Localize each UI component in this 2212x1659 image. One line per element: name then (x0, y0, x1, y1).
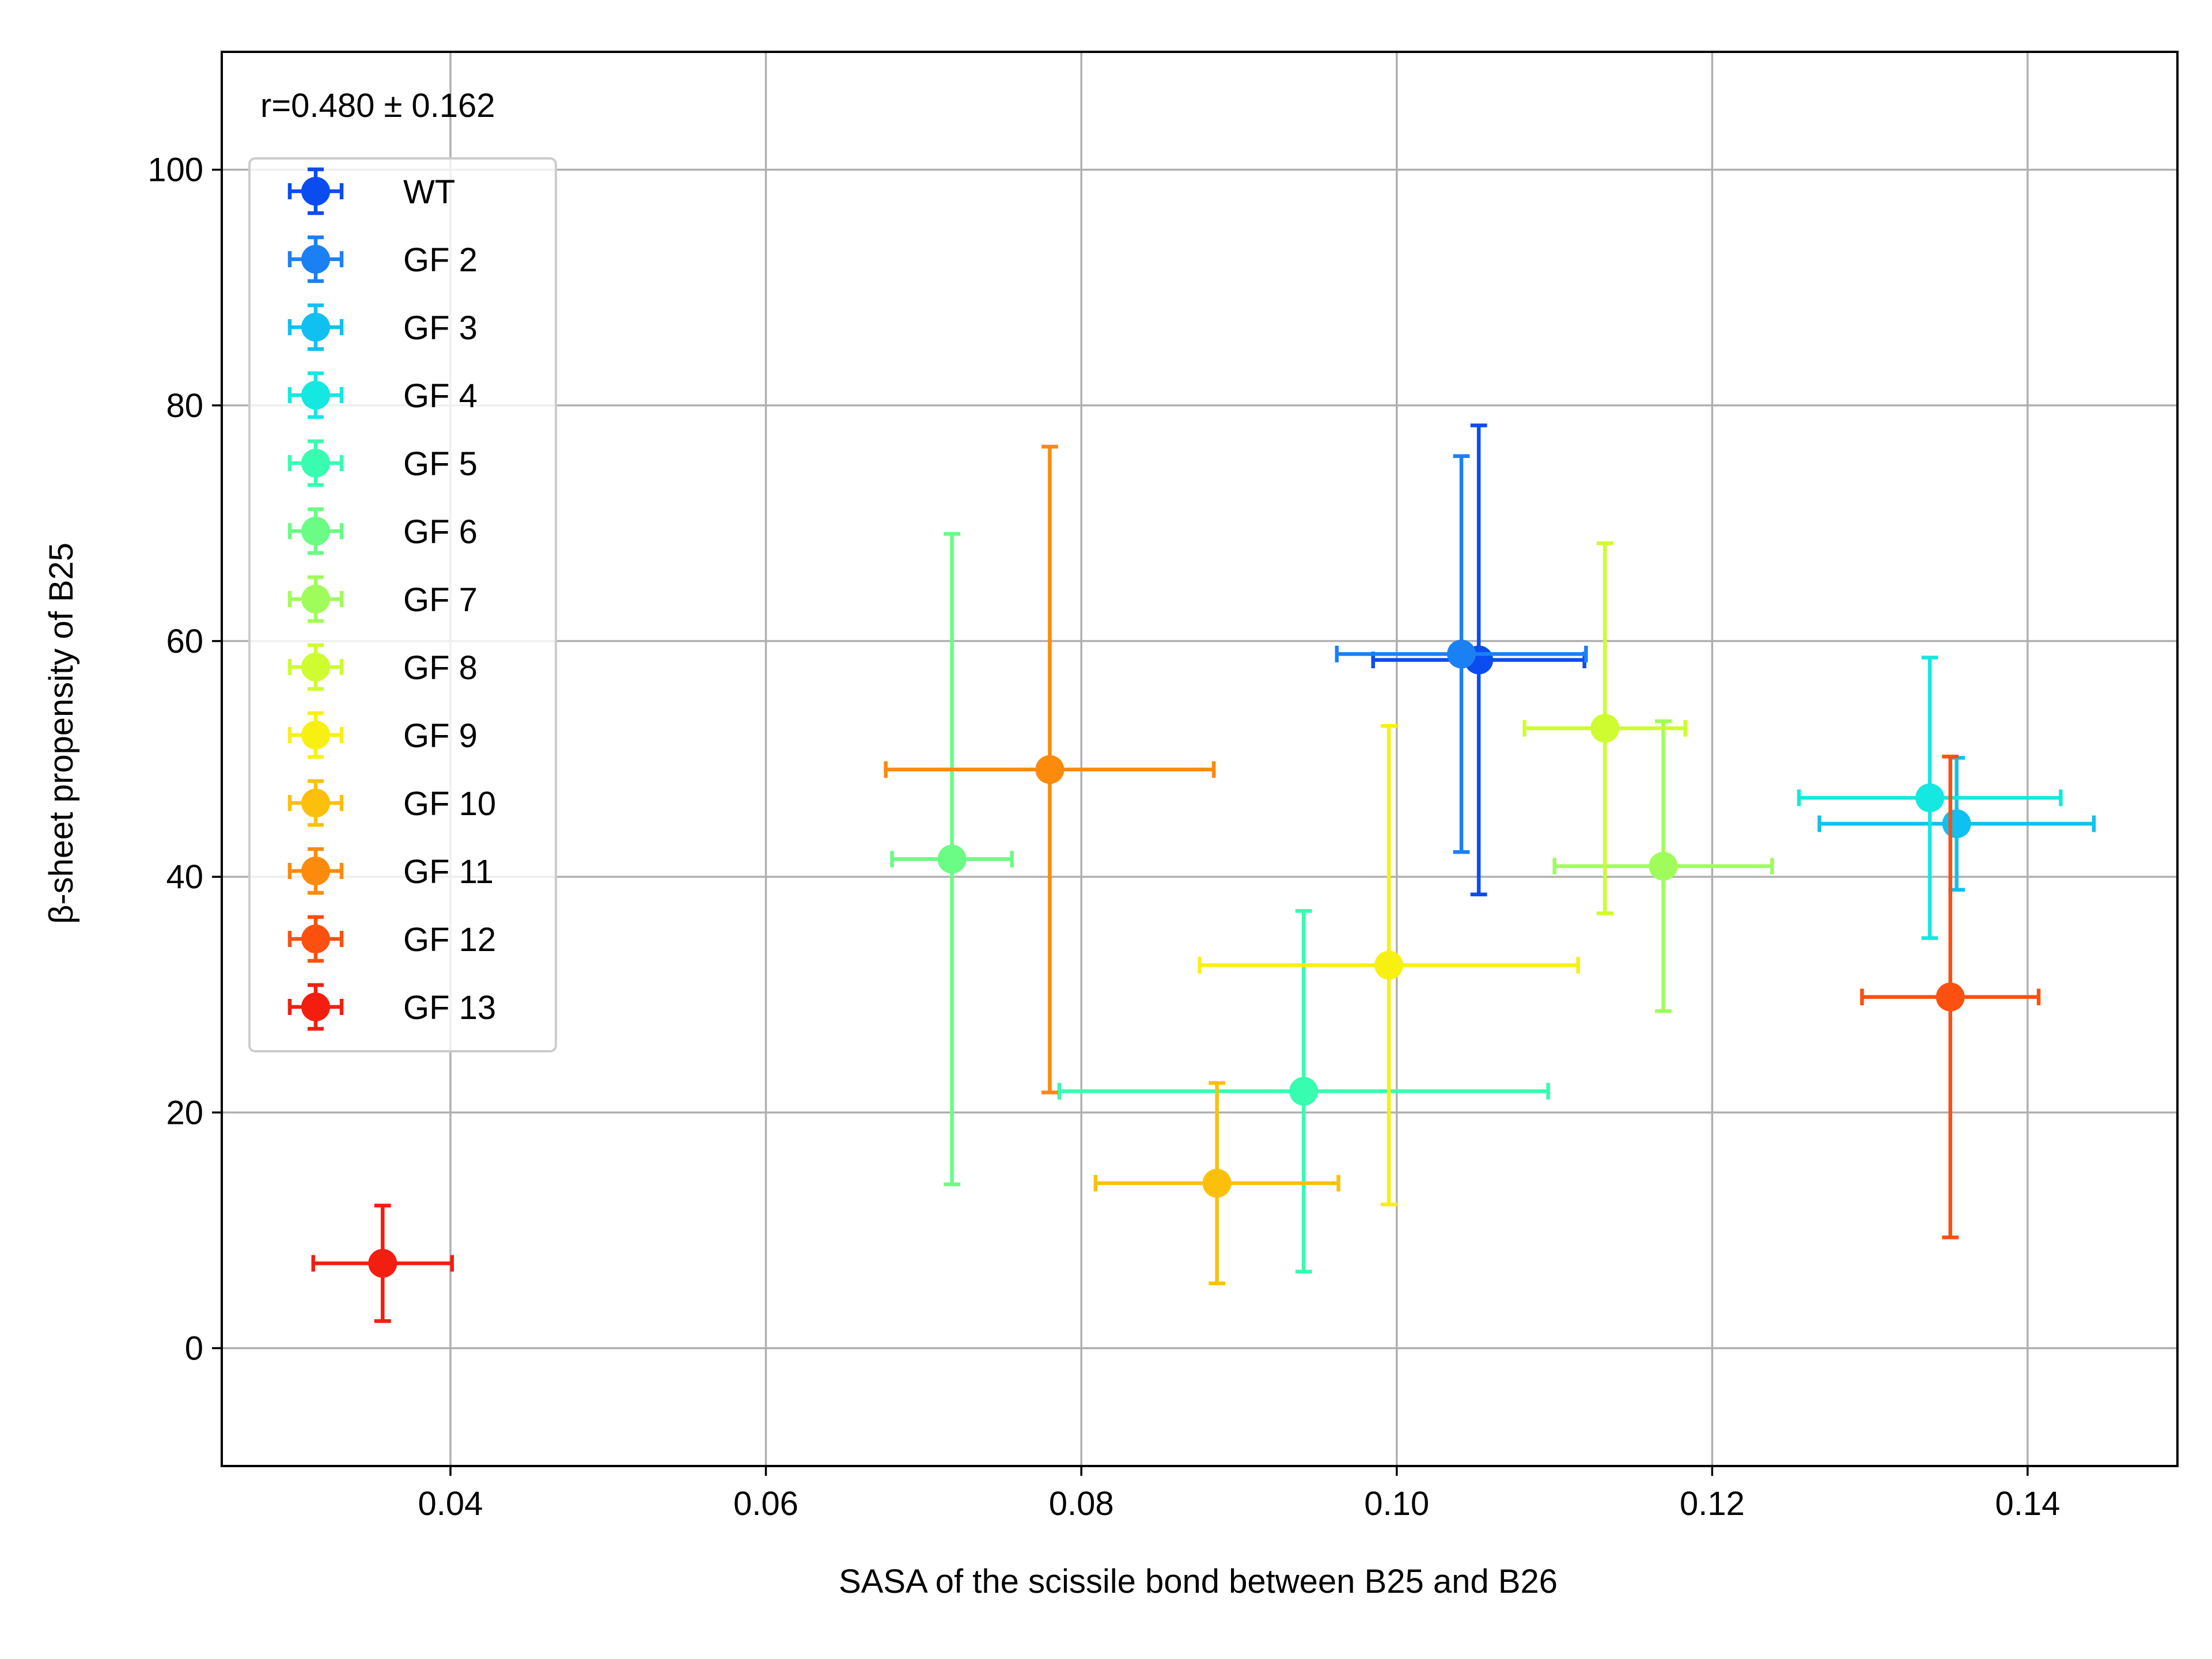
legend-label: GF 11 (403, 853, 494, 891)
y-tick-label: 80 (166, 387, 203, 425)
legend-marker (301, 177, 330, 206)
legend-marker (301, 313, 330, 342)
x-tick-label: 0.12 (1680, 1485, 1745, 1522)
legend: WT GF 2 GF 3 GF 4 GF 5 GF 6 GF 7 GF 8 GF 9 GF 10 G… (248, 157, 557, 1052)
legend-item: GF 3 (287, 303, 478, 351)
legend-item: GF 8 (287, 643, 478, 691)
y-tick-label: 0 (185, 1330, 203, 1367)
legend-box (248, 157, 557, 1052)
data-point-gf-8 (1522, 541, 1688, 915)
legend-label: GF 6 (403, 513, 478, 551)
legend-label: GF 9 (403, 717, 478, 755)
legend-item: WT (287, 167, 455, 215)
legend-marker (301, 925, 330, 953)
data-point-gf-2 (1335, 454, 1588, 854)
x-tick-label: 0.14 (1995, 1485, 2060, 1522)
data-point-gf-6 (890, 532, 1014, 1187)
y-axis-ticks: 0 20 40 60 80 100 (147, 151, 222, 1367)
legend-marker (301, 585, 330, 613)
legend-label: GF 3 (403, 309, 478, 347)
data-marker (1035, 755, 1065, 784)
data-point-gf-4 (1797, 656, 2063, 940)
legend-marker (301, 245, 330, 274)
legend-label: GF 8 (403, 649, 478, 687)
data-points (311, 423, 2096, 1323)
data-point-gf-13 (311, 1203, 454, 1323)
correlation-annotation: r=0.480 ± 0.162 (260, 87, 495, 124)
legend-label: GF 5 (403, 445, 478, 483)
y-tick-label: 40 (166, 858, 203, 896)
legend-label: WT (403, 173, 455, 211)
legend-item: GF 4 (287, 371, 478, 419)
x-tick-label: 0.06 (733, 1485, 798, 1522)
legend-item: GF 2 (287, 235, 478, 283)
data-marker (1446, 639, 1476, 669)
data-point-gf-9 (1198, 724, 1580, 1207)
legend-item: GF 5 (287, 439, 478, 487)
legend-marker (301, 653, 330, 681)
data-point-gf-11 (884, 445, 1216, 1094)
data-marker (1590, 714, 1620, 743)
y-axis-label: β-sheet propensity of B25 (43, 543, 80, 924)
legend-item: GF 10 (287, 779, 496, 827)
x-tick-label: 0.08 (1049, 1485, 1114, 1522)
legend-label: GF 2 (403, 241, 478, 279)
legend-item: GF 13 (287, 983, 496, 1031)
data-marker (1289, 1077, 1319, 1106)
legend-item: GF 6 (287, 507, 478, 555)
data-marker (1649, 851, 1678, 881)
x-tick-label: 0.10 (1364, 1485, 1429, 1522)
x-axis-ticks: 0.04 0.06 0.08 0.10 0.12 0.14 (418, 1466, 2060, 1522)
legend-item: GF 9 (287, 711, 478, 759)
data-point-gf-10 (1093, 1081, 1340, 1286)
data-marker (1202, 1169, 1232, 1198)
legend-label: GF 7 (403, 581, 478, 619)
y-tick-label: 60 (166, 623, 203, 660)
data-point-gf-5 (1057, 909, 1550, 1274)
legend-marker (301, 517, 330, 546)
legend-marker (301, 721, 330, 749)
legend-item: GF 7 (287, 575, 478, 623)
data-point-gf-12 (1860, 755, 2041, 1240)
x-axis-label: SASA of the scissile bond between B25 an… (839, 1563, 1558, 1600)
y-tick-label: 20 (166, 1094, 203, 1131)
data-point-gf-7 (1552, 719, 1774, 1013)
legend-marker (301, 381, 330, 410)
legend-item: GF 12 (287, 915, 496, 963)
data-marker (1915, 783, 1945, 813)
legend-marker (301, 449, 330, 478)
legend-marker (301, 857, 330, 885)
data-marker (1374, 950, 1404, 980)
legend-label: GF 13 (403, 989, 496, 1027)
legend-marker (301, 993, 330, 1021)
legend-label: GF 4 (403, 377, 478, 415)
x-tick-label: 0.04 (418, 1485, 483, 1522)
legend-label: GF 12 (403, 921, 496, 959)
plot-frame (221, 51, 2179, 1467)
data-marker (368, 1249, 397, 1278)
legend-label: GF 10 (403, 785, 496, 823)
y-tick-label: 100 (147, 151, 203, 189)
legend-marker (301, 789, 330, 817)
data-marker (1942, 809, 1971, 839)
legend-item: GF 11 (287, 847, 494, 895)
data-marker (937, 844, 967, 874)
data-marker (1936, 982, 1965, 1012)
